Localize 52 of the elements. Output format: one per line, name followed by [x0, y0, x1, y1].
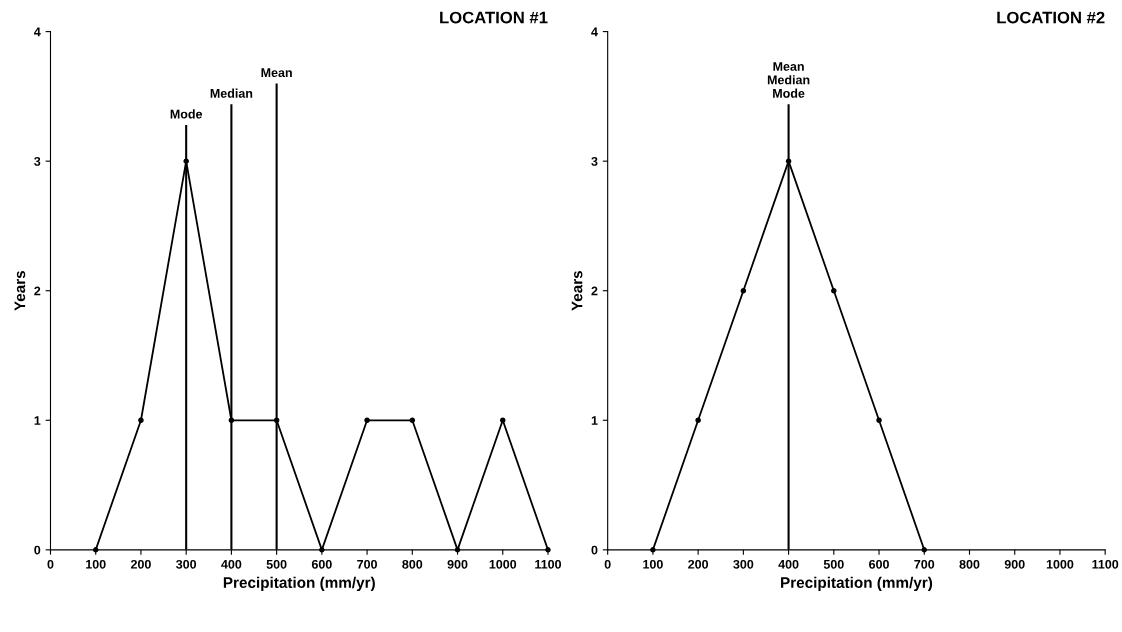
x-tick-label: 200 — [688, 559, 709, 569]
y-tick-label: 0 — [34, 545, 41, 555]
x-tick-label: 600 — [311, 559, 332, 569]
x-tick-label: 900 — [1004, 559, 1025, 569]
ref-line-label: Mode — [170, 109, 203, 119]
x-tick-label: 700 — [914, 559, 935, 569]
x-tick-label: 400 — [778, 559, 799, 569]
point — [364, 417, 370, 424]
x-tick-label: 600 — [869, 559, 889, 569]
point — [831, 287, 837, 294]
x-tick-label: 400 — [221, 559, 242, 569]
x-tick-label: 1000 — [1046, 559, 1074, 569]
y-axis-title: Years — [14, 270, 26, 311]
chart-title: LOCATION #1 — [440, 11, 548, 24]
x-tick-label: 100 — [86, 559, 106, 569]
x-tick-label: 800 — [959, 559, 980, 569]
x-tick-label: 0 — [604, 559, 611, 569]
y-tick-label: 2 — [591, 286, 598, 296]
x-tick-label: 100 — [643, 559, 663, 569]
y-tick-label: 1 — [34, 416, 41, 425]
ref-line-label: Mean Median Mode — [767, 62, 810, 98]
point — [499, 417, 506, 424]
x-tick-label: 900 — [447, 559, 468, 569]
x-tick-label: 800 — [402, 559, 423, 569]
x-tick-label: 300 — [733, 559, 754, 569]
x-tick-label: 700 — [357, 559, 377, 569]
ref-line-label: Median — [210, 88, 253, 98]
x-tick-label: 1100 — [1092, 559, 1119, 569]
point — [138, 417, 144, 424]
x-tick-label: 200 — [130, 559, 151, 569]
point — [409, 417, 416, 424]
ref-line-label: Mean — [261, 68, 292, 78]
y-tick-label: 2 — [34, 286, 41, 296]
y-tick-label: 0 — [591, 545, 598, 555]
point — [695, 417, 701, 424]
y-axis-title: Years — [571, 270, 583, 311]
x-tick-label: 500 — [823, 559, 844, 569]
y-tick-label: 3 — [591, 156, 598, 166]
x-tick-label: 0 — [47, 559, 54, 569]
point — [876, 417, 882, 424]
y-tick-label: 4 — [34, 27, 41, 37]
x-tick-label: 500 — [266, 559, 287, 569]
x-tick-label: 300 — [176, 559, 197, 569]
x-axis-title: Precipitation (mm/yr) — [781, 576, 933, 592]
x-tick-label: 1100 — [535, 559, 562, 569]
y-tick-label: 3 — [34, 156, 41, 166]
x-tick-label: 1000 — [489, 559, 517, 569]
point — [740, 287, 747, 294]
y-tick-label: 1 — [591, 416, 598, 425]
chart-title: LOCATION #2 — [997, 11, 1105, 24]
y-tick-label: 4 — [591, 27, 598, 37]
x-axis-title: Precipitation (mm/yr) — [223, 576, 375, 592]
